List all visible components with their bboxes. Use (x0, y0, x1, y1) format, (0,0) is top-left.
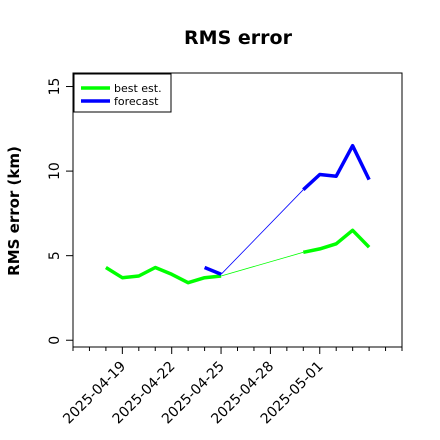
series-line-forecast-thick-3 (203, 265, 222, 276)
y-tick-label: 5 (47, 251, 63, 260)
y-tick-label: 15 (47, 78, 63, 96)
y-tick-label: 10 (47, 162, 63, 180)
y-tick-label: 0 (47, 336, 63, 345)
legend-label-best-est: best est. (114, 82, 162, 95)
series-line-forecast-thick-4 (302, 143, 371, 191)
y-axis: 0 5 10 15 (47, 78, 73, 345)
series-line-forecast-thin-5 (220, 189, 304, 275)
series-layer (104, 143, 371, 285)
series-line-best-est-thin-2 (220, 251, 304, 277)
series-line-best-est-thick-0 (104, 265, 222, 285)
legend-label-forecast: forecast (114, 95, 159, 108)
legend: best est. forecast (73, 73, 172, 113)
chart-title: RMS error (184, 27, 293, 49)
y-axis-label: RMS error (km) (5, 146, 23, 276)
plot-frame (72, 72, 403, 348)
legend-box (73, 73, 172, 113)
x-axis: 2025-04-192025-04-222025-04-252025-04-28… (60, 347, 403, 427)
series-line-best-est-thick-1 (302, 228, 371, 255)
